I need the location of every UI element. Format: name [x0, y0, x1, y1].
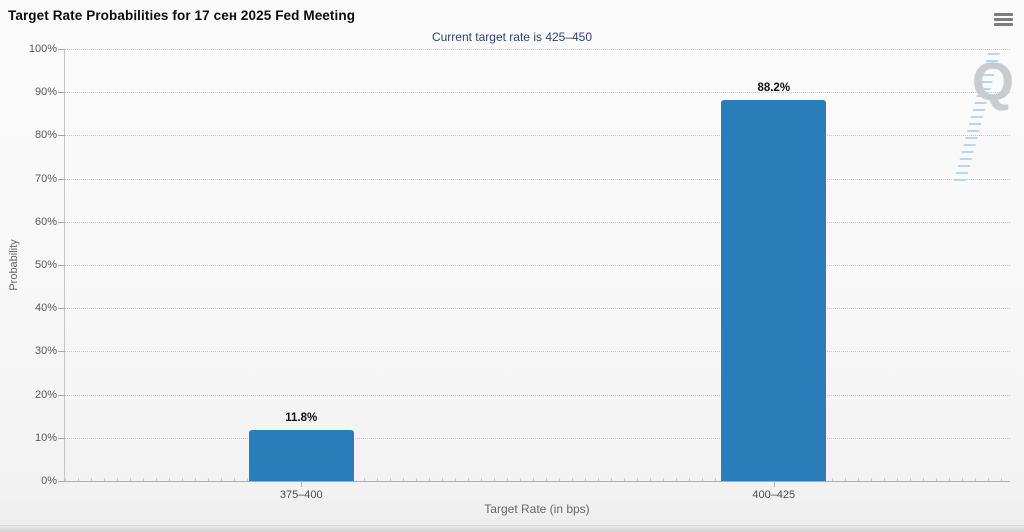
- x-category-label: 375–400: [279, 489, 323, 501]
- y-gridline: [65, 308, 1010, 310]
- watermark-hatch-stripes: [954, 53, 1000, 181]
- y-axis-tick-label: 20%: [34, 388, 57, 401]
- y-axis-tick-label: 30%: [34, 345, 57, 358]
- chart-subtitle: Current target rate is 425–450: [431, 30, 593, 44]
- y-axis-tick-label: 100%: [28, 43, 57, 55]
- bottom-edge: [0, 525, 1024, 532]
- bar-value-label: 88.2%: [757, 81, 791, 94]
- y-axis-tick-label: 0%: [41, 475, 57, 487]
- y-axis-tick-label: 40%: [34, 302, 57, 315]
- x-axis-tick: [773, 481, 775, 487]
- y-gridline: [65, 92, 1010, 94]
- y-gridline: [65, 265, 1010, 266]
- plot-area: Q 0% 10% 20% 30% 40% 50% 60% 70% 80% 90% 100% 11.8%…: [29, 43, 1014, 501]
- y-axis-tick: [58, 178, 65, 180]
- x-category-label: 400–425: [752, 489, 796, 501]
- probability-bar[interactable]: [721, 99, 827, 481]
- y-axis-tick: [58, 135, 65, 137]
- y-gridline: [65, 394, 1010, 396]
- y-gridline: [65, 437, 1010, 439]
- bar-value-label: 11.8%: [285, 412, 318, 425]
- y-axis-tick: [58, 351, 65, 353]
- quantower-watermark: Q: [952, 53, 1016, 185]
- x-axis-title: Target Rate (in bps): [484, 502, 590, 516]
- hamburger-menu-icon: [994, 17, 1013, 21]
- hamburger-menu-icon: [994, 12, 1013, 16]
- y-axis-tick-label: 80%: [34, 129, 57, 142]
- y-axis-tick: [58, 308, 65, 310]
- y-axis-tick: [58, 221, 65, 223]
- axis-minor-ticks: [65, 478, 1010, 481]
- y-axis-tick-label: 60%: [34, 215, 57, 228]
- y-gridline: [65, 49, 1010, 50]
- y-gridline: [65, 178, 1010, 180]
- y-axis-tick: [58, 49, 65, 50]
- y-axis-tick: [58, 265, 65, 266]
- y-axis-tick-label: 90%: [34, 86, 57, 99]
- y-gridline: [65, 135, 1010, 137]
- y-axis-tick-label: 10%: [34, 431, 57, 444]
- y-axis-tick: [58, 394, 65, 396]
- y-gridline: [65, 221, 1010, 223]
- y-axis-tick-label: 50%: [34, 259, 57, 271]
- hamburger-menu-icon: [994, 22, 1013, 26]
- x-axis-tick: [301, 481, 303, 487]
- y-axis-tick-label: 70%: [34, 172, 57, 185]
- y-gridline: [65, 351, 1010, 353]
- y-axis-tick: [58, 92, 65, 94]
- watermark-q-logo: Q: [971, 52, 1014, 112]
- chart-title: Target Rate Probabilities for 17 сен 202…: [8, 8, 356, 23]
- y-axis-tick: [58, 437, 65, 439]
- y-axis-tick: [58, 481, 65, 482]
- probability-bar[interactable]: [248, 430, 354, 481]
- chart-context-menu-button[interactable]: [993, 10, 1015, 28]
